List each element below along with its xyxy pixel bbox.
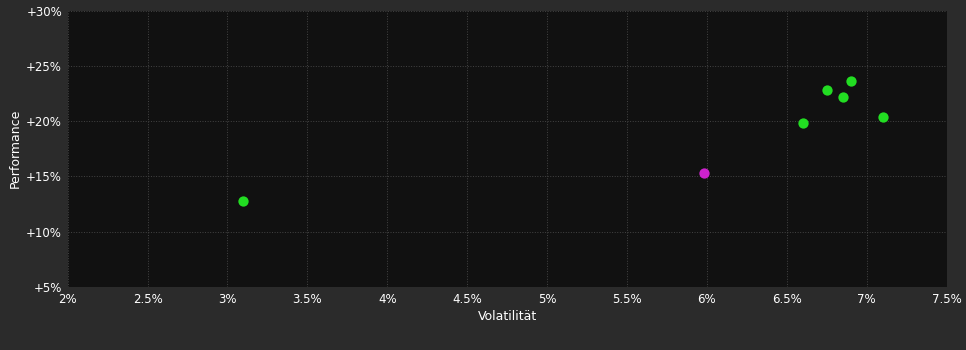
Point: [819, 88, 835, 93]
Point: [875, 114, 891, 119]
Y-axis label: Performance: Performance: [9, 109, 22, 188]
Point: [696, 170, 712, 176]
X-axis label: Volatilität: Volatilität: [477, 310, 537, 323]
Point: [835, 94, 850, 99]
Point: [236, 198, 251, 204]
Point: [843, 78, 859, 84]
Point: [795, 120, 810, 126]
